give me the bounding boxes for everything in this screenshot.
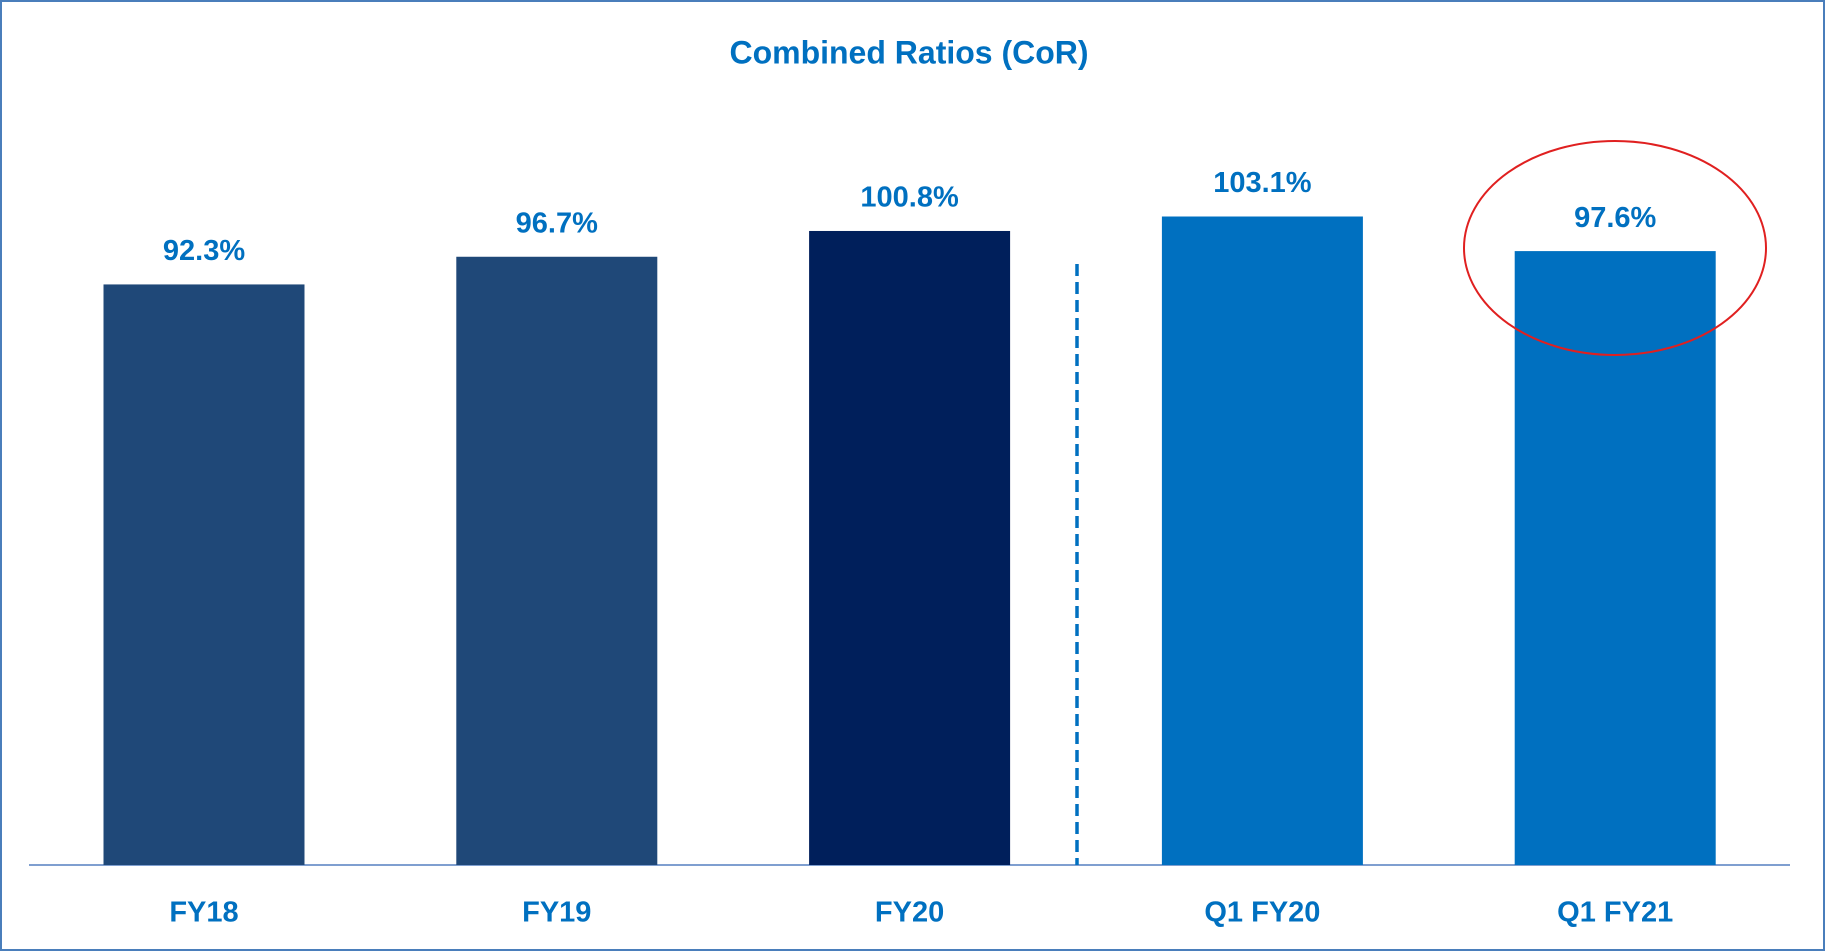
x-tick-label: Q1 FY20 xyxy=(1204,897,1320,929)
value-label: 92.3% xyxy=(163,235,245,267)
bar xyxy=(809,230,1011,865)
x-tick-label: FY19 xyxy=(522,897,591,929)
bar xyxy=(1514,251,1716,865)
highlight-circle xyxy=(1463,140,1767,356)
value-label: 100.8% xyxy=(860,182,959,214)
chart-title: Combined Ratios (CoR) xyxy=(729,34,1088,70)
bar xyxy=(103,284,305,866)
value-label: 103.1% xyxy=(1213,167,1312,199)
bar xyxy=(1161,216,1363,866)
x-tick-label: Q1 FY21 xyxy=(1557,897,1673,929)
value-label: 97.6% xyxy=(1574,202,1656,234)
value-label: 96.7% xyxy=(516,207,598,239)
x-tick-label: FY20 xyxy=(875,897,944,929)
bar xyxy=(456,256,658,866)
x-tick-label: FY18 xyxy=(169,897,238,929)
